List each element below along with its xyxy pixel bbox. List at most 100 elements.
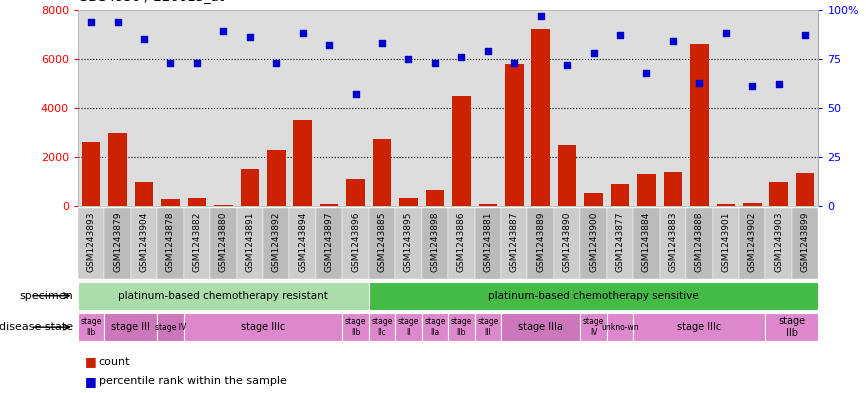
Text: stage IIIc: stage IIIc — [677, 322, 721, 332]
Text: unkno­wn: unkno­wn — [601, 323, 639, 332]
Text: GSM1243899: GSM1243899 — [801, 212, 810, 272]
Bar — [78, 208, 105, 279]
Bar — [82, 142, 100, 206]
Point — [666, 38, 680, 44]
Bar — [131, 208, 158, 279]
Point — [428, 60, 442, 66]
Bar — [422, 208, 449, 279]
Bar — [611, 184, 630, 206]
Text: platinum-based chemotherapy resistant: platinum-based chemotherapy resistant — [119, 291, 328, 301]
Bar — [369, 281, 818, 310]
Bar — [580, 208, 607, 279]
Text: disease state: disease state — [0, 322, 74, 332]
Text: specimen: specimen — [20, 291, 74, 301]
Bar — [660, 208, 686, 279]
Bar — [372, 139, 391, 206]
Bar — [426, 190, 444, 206]
Bar — [501, 208, 527, 279]
Bar — [236, 208, 263, 279]
Bar — [770, 182, 788, 206]
Bar — [690, 44, 708, 206]
Text: stage
III: stage III — [477, 318, 499, 337]
Point — [798, 32, 812, 39]
Text: GSM1243888: GSM1243888 — [695, 212, 704, 272]
Bar — [78, 281, 369, 310]
Text: GSM1243902: GSM1243902 — [747, 212, 757, 272]
Text: GSM1243889: GSM1243889 — [536, 212, 546, 272]
Text: GSM1243901: GSM1243901 — [721, 212, 730, 272]
Bar — [108, 132, 126, 206]
Text: stage IV: stage IV — [155, 323, 186, 332]
Bar — [241, 169, 259, 206]
Text: stage III: stage III — [112, 322, 151, 332]
Bar — [263, 208, 289, 279]
Text: GSM1243894: GSM1243894 — [298, 212, 307, 272]
Text: GSM1243897: GSM1243897 — [325, 212, 333, 272]
Bar — [161, 199, 180, 206]
Point — [137, 36, 151, 42]
Bar — [527, 208, 554, 279]
Text: GSM1243882: GSM1243882 — [192, 212, 202, 272]
Point — [560, 62, 574, 68]
Bar — [342, 208, 369, 279]
Text: GSM1243883: GSM1243883 — [669, 212, 677, 272]
Bar — [369, 313, 395, 341]
Point — [216, 28, 230, 35]
Text: GSM1243895: GSM1243895 — [404, 212, 413, 272]
Bar — [105, 313, 158, 341]
Text: GSM1243896: GSM1243896 — [351, 212, 360, 272]
Text: GSM1243884: GSM1243884 — [642, 212, 651, 272]
Text: stage
IIb: stage IIb — [779, 316, 805, 338]
Bar — [214, 205, 233, 206]
Bar — [766, 208, 792, 279]
Point — [269, 60, 283, 66]
Bar — [158, 313, 184, 341]
Point — [111, 18, 125, 25]
Text: GSM1243877: GSM1243877 — [616, 212, 624, 272]
Bar — [105, 208, 131, 279]
Bar — [346, 179, 365, 206]
Text: GSM1243890: GSM1243890 — [563, 212, 572, 272]
Bar — [766, 313, 818, 341]
Bar — [210, 208, 236, 279]
Bar — [395, 313, 422, 341]
Bar — [369, 208, 395, 279]
Point — [507, 60, 521, 66]
Point — [296, 30, 310, 37]
Text: GSM1243881: GSM1243881 — [483, 212, 492, 272]
Bar — [449, 208, 475, 279]
Bar — [796, 173, 814, 206]
Bar — [475, 313, 501, 341]
Text: GSM1243898: GSM1243898 — [430, 212, 439, 272]
Bar — [532, 29, 550, 206]
Point — [586, 50, 600, 56]
Point — [375, 40, 389, 46]
Text: percentile rank within the sample: percentile rank within the sample — [99, 376, 287, 386]
Text: GSM1243886: GSM1243886 — [457, 212, 466, 272]
Bar — [501, 313, 580, 341]
Bar — [294, 120, 312, 206]
Point — [481, 48, 494, 54]
Text: stage
IIb: stage IIb — [345, 318, 366, 337]
Text: stage
IV: stage IV — [583, 318, 604, 337]
Bar — [607, 313, 633, 341]
Bar — [184, 208, 210, 279]
Text: count: count — [99, 356, 130, 367]
Point — [533, 13, 547, 19]
Bar — [505, 64, 524, 206]
Bar — [188, 198, 206, 206]
Bar — [743, 203, 761, 206]
Text: stage IIIa: stage IIIa — [518, 322, 563, 332]
Point — [693, 79, 707, 86]
Text: platinum-based chemotherapy sensitive: platinum-based chemotherapy sensitive — [488, 291, 699, 301]
Bar — [452, 96, 470, 206]
Point — [613, 32, 627, 39]
Text: GSM1243892: GSM1243892 — [272, 212, 281, 272]
Bar — [554, 208, 580, 279]
Bar — [422, 313, 449, 341]
Point — [402, 56, 416, 62]
Bar — [713, 208, 739, 279]
Bar — [267, 150, 286, 206]
Point — [242, 34, 256, 40]
Point — [640, 70, 654, 76]
